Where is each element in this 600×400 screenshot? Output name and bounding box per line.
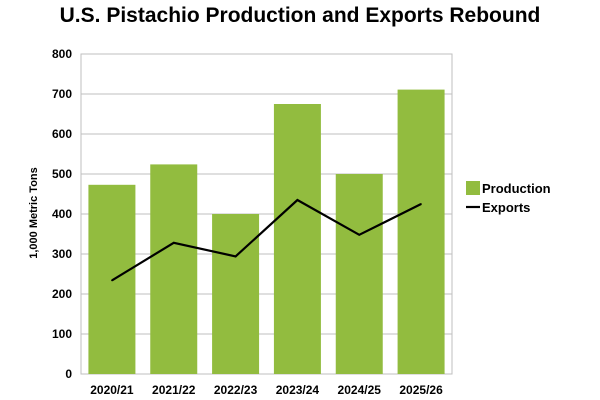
x-tick-label: 2025/26 (399, 383, 443, 397)
exports-line (111, 198, 422, 282)
x-tick-label: 2023/24 (276, 383, 320, 397)
y-tick-label: 700 (52, 87, 72, 101)
chart-title: U.S. Pistachio Production and Exports Re… (59, 4, 541, 27)
x-tick-label: 2024/25 (338, 383, 382, 397)
production-bar (150, 164, 198, 374)
production-bar (212, 214, 260, 374)
exports-point (234, 255, 237, 258)
y-tick-label: 500 (52, 167, 72, 181)
exports-line-group (111, 198, 422, 282)
legend-swatch-production (466, 181, 480, 195)
y-tick-label: 200 (52, 287, 72, 301)
legend-label-exports: Exports (482, 200, 530, 215)
y-tick-label: 100 (52, 327, 72, 341)
axes: 0 100 200 300 400 500 600 700 800 2020/21 2021/22 2… (52, 47, 443, 397)
exports-point (420, 203, 422, 205)
production-bars (88, 89, 445, 374)
x-tick-label: 2022/23 (214, 383, 258, 397)
x-tick-label: 2021/22 (152, 383, 196, 397)
y-tick-label: 0 (65, 367, 72, 381)
grid-lines (80, 53, 453, 375)
production-bar (335, 174, 383, 374)
legend-label-production: Production (482, 181, 551, 196)
legend: Production Exports (466, 181, 551, 215)
exports-point (172, 242, 175, 244)
x-tick-label: 2020/21 (90, 383, 134, 397)
y-axis-label: 1,000 Metric Tons (28, 167, 40, 259)
plot-area-border (80, 53, 453, 375)
y-tick-label: 300 (52, 247, 72, 261)
exports-point (111, 279, 113, 282)
exports-point (296, 199, 299, 201)
y-tick-label: 600 (52, 127, 72, 141)
production-bar (273, 104, 321, 374)
exports-point (358, 234, 361, 236)
production-bar (397, 89, 445, 374)
y-tick-label: 800 (52, 47, 72, 61)
y-tick-label: 400 (52, 207, 72, 221)
